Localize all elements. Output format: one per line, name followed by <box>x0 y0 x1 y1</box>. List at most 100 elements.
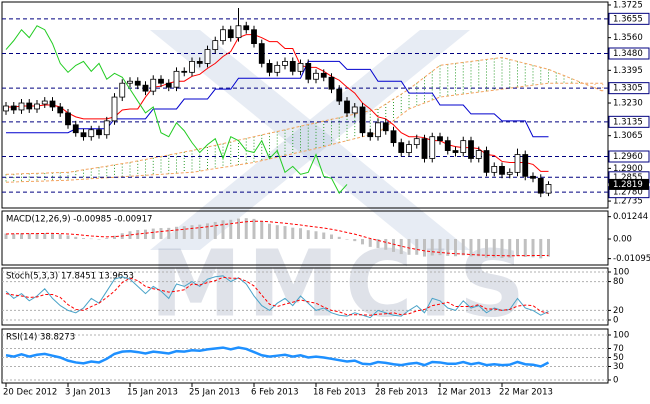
histogram-bar <box>461 238 465 256</box>
x-tick-label: 28 Feb 2013 <box>375 388 428 398</box>
histogram-bar <box>275 225 279 239</box>
level-label: 1.2960 <box>613 152 643 162</box>
histogram-bar <box>27 233 31 239</box>
level-box <box>608 82 650 95</box>
candle-body <box>196 61 203 64</box>
panel-title: Stoch(5,3,3) 17.8451 13.9653 <box>6 272 134 282</box>
candle-body <box>506 171 513 175</box>
candle-body <box>235 25 242 39</box>
histogram-bar <box>283 226 287 239</box>
candle-body <box>274 64 281 73</box>
histogram-bar <box>97 238 101 240</box>
histogram-bar <box>430 238 434 256</box>
candle-body <box>344 100 350 114</box>
price-box <box>609 178 649 190</box>
level-label: 1.2855 <box>613 173 643 183</box>
panel-frames <box>1 1 609 384</box>
series-line <box>6 60 549 138</box>
candle-body <box>65 112 71 126</box>
panel-frame <box>1 328 609 384</box>
histogram-bar <box>175 226 178 239</box>
histogram-bar <box>353 238 357 242</box>
histogram-bar <box>221 220 225 239</box>
histogram-bar <box>136 230 140 239</box>
candle-body <box>336 88 343 102</box>
price-label: 1.2819 <box>613 180 643 190</box>
histogram-bar <box>260 221 264 239</box>
series-line <box>6 34 549 172</box>
histogram-bar <box>399 238 403 255</box>
level-label: 1.3480 <box>613 49 643 59</box>
y-tick-label: 80 <box>613 277 624 287</box>
histogram-bar <box>74 236 78 239</box>
histogram-bar <box>51 233 54 239</box>
candle-body <box>80 132 87 138</box>
candle-body <box>460 140 467 153</box>
series-line <box>5 82 603 183</box>
histogram-bar <box>151 228 155 239</box>
x-tick-label: 18 Feb 2013 <box>313 388 366 398</box>
candle-body <box>251 29 257 44</box>
histogram-bar <box>492 238 496 258</box>
candle-body <box>72 124 79 134</box>
y-tick-label: 1.3725 <box>613 0 643 10</box>
histogram-bar <box>4 233 8 239</box>
x-tick-label: 3 Jan 2013 <box>65 388 111 398</box>
histogram-bar <box>299 228 302 239</box>
y-tick-label: -0.01095 <box>613 254 650 264</box>
candle-body <box>351 106 358 114</box>
candle-body <box>514 154 521 173</box>
candle-body <box>111 96 118 122</box>
logo-stroke <box>150 30 470 250</box>
candle-body <box>18 102 25 111</box>
x-tick-label: 15 Jan 2013 <box>127 388 178 398</box>
series-line <box>5 220 549 257</box>
histogram-bar <box>361 238 364 245</box>
histogram-bar <box>58 234 62 239</box>
histogram-bar <box>182 226 186 239</box>
candle-body <box>289 61 296 72</box>
histogram-bar <box>306 230 310 239</box>
candle-body <box>390 130 397 144</box>
histogram-bar <box>113 235 116 239</box>
candle-body <box>158 78 164 84</box>
candle-body <box>150 78 157 92</box>
histogram-bar <box>35 233 39 239</box>
y-tick-label: 1.2900 <box>613 164 643 174</box>
histogram-bar <box>12 233 16 239</box>
candle-body <box>204 49 211 64</box>
candle-body <box>41 100 48 105</box>
y-tick-label: 0.01244 <box>613 212 648 222</box>
histogram-bar <box>128 231 132 239</box>
candle-body <box>328 76 335 90</box>
x-tick-label: 20 Dec 2012 <box>3 388 57 398</box>
candle-body <box>421 138 428 159</box>
histogram-bar <box>89 238 93 240</box>
candle-body <box>57 106 64 114</box>
histogram-bar <box>20 233 23 239</box>
candle-body <box>26 102 33 110</box>
candle-body <box>103 120 110 136</box>
candle-body <box>34 103 40 110</box>
candle-body <box>530 175 536 179</box>
histogram-bar <box>43 233 47 239</box>
histogram-bar <box>485 238 488 258</box>
candle-body <box>367 132 374 138</box>
candle-body <box>491 166 498 173</box>
histogram-bar <box>477 238 481 257</box>
histogram-bar <box>252 218 256 239</box>
level-label: 1.3305 <box>613 84 643 94</box>
histogram-bar <box>539 238 543 259</box>
series-line <box>5 275 549 319</box>
histogram-bar <box>337 236 341 239</box>
candle-body <box>398 142 405 153</box>
histogram-bar <box>268 223 271 239</box>
candle-body <box>382 122 389 132</box>
series-line <box>5 276 549 316</box>
x-tick-label: 22 Mar 2013 <box>499 388 553 398</box>
histogram-bar <box>392 238 395 252</box>
candle-body <box>452 150 459 153</box>
histogram-bar <box>516 238 519 257</box>
y-tick-label: 1.3065 <box>613 131 643 141</box>
